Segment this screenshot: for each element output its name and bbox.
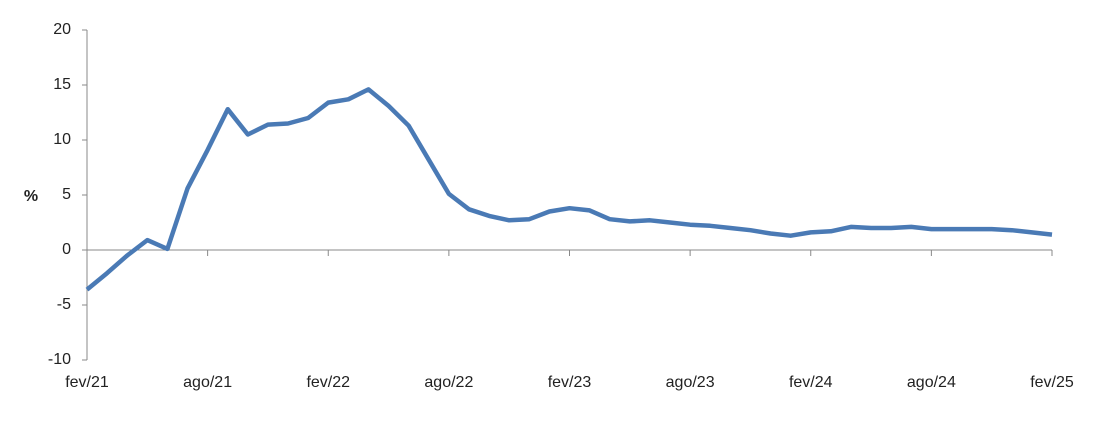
x-tick-label: fev/24 — [789, 374, 833, 391]
y-tick-label: 10 — [53, 131, 71, 148]
y-tick-label: 20 — [53, 21, 71, 38]
y-tick-label: 5 — [62, 186, 71, 203]
y-tick-label: -10 — [48, 351, 71, 368]
x-tick-label: ago/21 — [183, 374, 232, 391]
x-tick-label: fev/21 — [65, 374, 109, 391]
data-line — [85, 87, 1053, 292]
x-tick-label: ago/23 — [666, 374, 715, 391]
x-tick-label: fev/25 — [1030, 374, 1074, 391]
y-tick-label: -5 — [57, 296, 71, 313]
y-tick-label: 0 — [62, 241, 71, 258]
x-tick-label: fev/23 — [548, 374, 592, 391]
y-tick-label: 15 — [53, 76, 71, 93]
x-tick-label: fev/22 — [306, 374, 350, 391]
x-tick-label: ago/22 — [424, 374, 473, 391]
y-axis-label: % — [24, 188, 38, 205]
x-tick-label: ago/24 — [907, 374, 956, 391]
